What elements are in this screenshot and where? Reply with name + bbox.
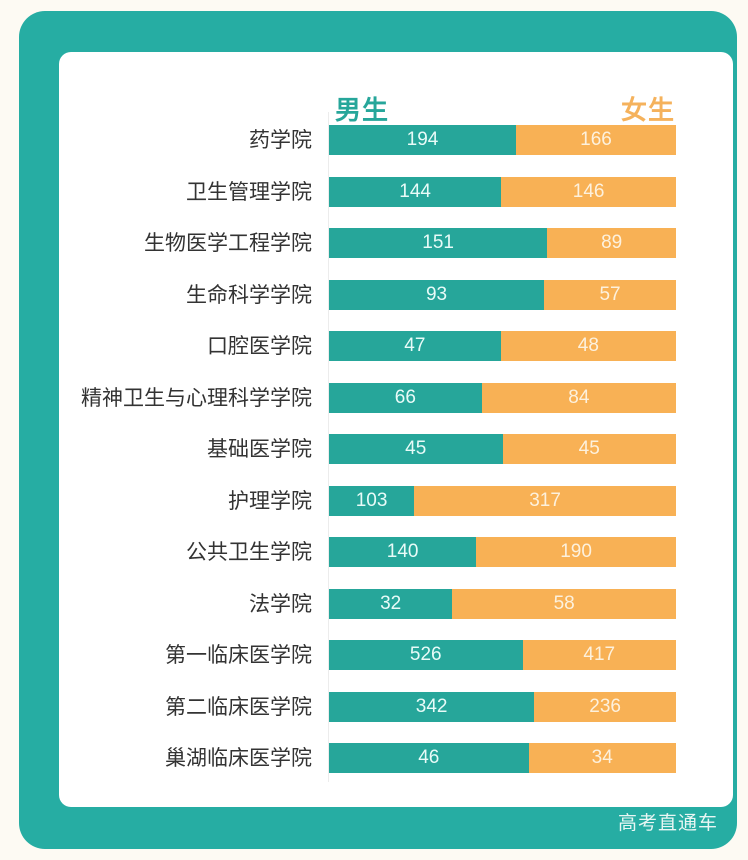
bar-row: 护理学院 103 317 (0, 485, 748, 516)
female-segment: 89 (547, 228, 676, 258)
female-segment: 34 (528, 743, 676, 773)
male-segment: 151 (329, 228, 548, 258)
bar-row: 法学院 32 58 (0, 588, 748, 619)
male-segment: 526 (329, 640, 523, 670)
stacked-bar: 103 317 (329, 485, 676, 516)
female-segment: 45 (502, 434, 676, 464)
bar-row: 生物医学工程学院 151 89 (0, 228, 748, 258)
bar-row: 生命科学学院 93 57 (0, 279, 748, 310)
category-label: 精神卫生与心理科学学院 (81, 385, 312, 410)
stacked-bar: 194 166 (329, 125, 676, 155)
category-label: 法学院 (249, 591, 312, 616)
female-segment: 236 (534, 691, 676, 722)
category-label: 基础医学院 (207, 437, 312, 461)
stacked-bar: 46 34 (329, 743, 676, 773)
stacked-bar: 140 190 (329, 537, 676, 567)
male-segment: 66 (329, 382, 482, 413)
bar-row: 卫生管理学院 144 146 (0, 176, 748, 207)
male-segment: 32 (329, 588, 453, 619)
stacked-bar: 66 84 (329, 382, 676, 413)
female-segment: 166 (515, 125, 676, 155)
stacked-bar: 144 146 (329, 176, 676, 207)
bar-row: 第一临床医学院 526 417 (0, 640, 748, 670)
category-label: 口腔医学院 (207, 334, 312, 358)
category-label: 生物医学工程学院 (144, 231, 312, 255)
category-label: 生命科学学院 (186, 282, 312, 307)
female-segment: 48 (500, 331, 676, 361)
legend-female: 女生 (621, 96, 676, 126)
category-label: 第二临床医学院 (165, 694, 312, 719)
bar-row: 第二临床医学院 342 236 (0, 691, 748, 722)
bar-row: 巢湖临床医学院 46 34 (0, 743, 748, 773)
female-segment: 317 (414, 485, 676, 516)
male-segment: 103 (329, 485, 415, 516)
bar-row: 精神卫生与心理科学学院 66 84 (0, 382, 748, 413)
stacked-bar: 93 57 (329, 279, 676, 310)
category-label: 巢湖临床医学院 (165, 746, 312, 770)
category-label: 第一临床医学院 (165, 643, 312, 667)
category-label: 药学院 (249, 128, 312, 152)
female-segment: 84 (481, 382, 676, 413)
female-segment: 58 (452, 588, 676, 619)
male-segment: 45 (329, 434, 503, 464)
stacked-bar: 526 417 (329, 640, 676, 670)
female-segment: 57 (544, 279, 676, 310)
male-segment: 93 (329, 279, 545, 310)
axis-line (328, 112, 329, 782)
stacked-bar: 342 236 (329, 691, 676, 722)
male-segment: 46 (329, 743, 529, 773)
male-segment: 342 (329, 691, 535, 722)
watermark: 高考直通车 (617, 812, 718, 834)
category-label: 公共卫生学院 (186, 540, 312, 564)
stacked-bar: 32 58 (329, 588, 676, 619)
female-segment: 146 (501, 176, 676, 207)
bar-row: 药学院 194 166 (0, 125, 748, 155)
bar-row: 公共卫生学院 140 190 (0, 537, 748, 567)
legend-male: 男生 (335, 96, 390, 126)
bar-row: 基础医学院 45 45 (0, 434, 748, 464)
female-segment: 190 (476, 537, 676, 567)
category-label: 卫生管理学院 (186, 179, 312, 204)
category-label: 护理学院 (228, 488, 312, 513)
bar-row: 口腔医学院 47 48 (0, 331, 748, 361)
male-segment: 140 (329, 537, 477, 567)
stacked-bar: 47 48 (329, 331, 676, 361)
male-segment: 47 (329, 331, 501, 361)
male-segment: 194 (329, 125, 516, 155)
male-segment: 144 (329, 176, 502, 207)
female-segment: 417 (522, 640, 676, 670)
stacked-bar: 151 89 (329, 228, 676, 258)
stacked-bar: 45 45 (329, 434, 676, 464)
